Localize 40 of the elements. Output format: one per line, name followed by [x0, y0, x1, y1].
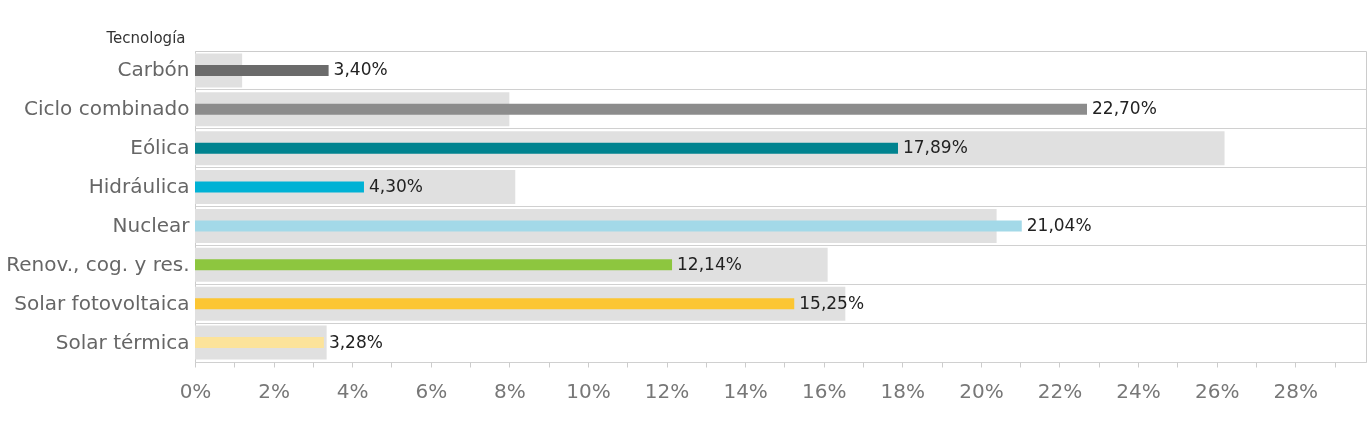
- data-label: 3,28%: [328, 331, 383, 352]
- x-tick-label: 8%: [494, 378, 526, 403]
- x-tick-label: 22%: [1037, 378, 1083, 403]
- bar: [195, 64, 329, 76]
- y-axis-title: Tecnología: [105, 28, 186, 47]
- x-tick-label: 20%: [959, 378, 1004, 403]
- y-tick-label: Renov., cog. y res.: [6, 251, 190, 276]
- y-tick-label: Eólica: [130, 135, 190, 160]
- y-tick-label: Solar térmica: [55, 329, 190, 354]
- x-tick-label: 6%: [415, 378, 448, 403]
- x-tick-label: 28%: [1273, 378, 1318, 403]
- x-tick-label: 24%: [1116, 378, 1161, 403]
- data-label: 12,14%: [677, 253, 742, 274]
- bar: [195, 337, 324, 349]
- x-tick-label: 18%: [880, 378, 926, 403]
- x-tick-label: 26%: [1194, 378, 1240, 403]
- data-label: 4,30%: [368, 176, 423, 197]
- x-tick-label: 2%: [258, 378, 290, 403]
- data-label: 3,40%: [333, 59, 388, 80]
- x-tick-label: 16%: [802, 378, 847, 403]
- y-tick-label: Nuclear: [112, 212, 191, 237]
- y-tick-label: Carbón: [117, 57, 190, 82]
- bar: [195, 298, 795, 310]
- bar: [195, 142, 898, 154]
- data-label: 22,70%: [1092, 98, 1157, 119]
- data-label: 15,25%: [799, 292, 865, 313]
- bar: [195, 103, 1087, 115]
- y-tick-label: Ciclo combinado: [24, 96, 190, 121]
- x-tick-label: 0%: [179, 378, 212, 403]
- x-tick-label: 10%: [566, 378, 611, 403]
- data-label: 21,04%: [1026, 214, 1092, 235]
- bar: [195, 259, 673, 271]
- x-tick-label: 12%: [644, 378, 690, 403]
- x-tick-label: 4%: [336, 378, 369, 403]
- data-label: 17,89%: [902, 137, 968, 158]
- y-tick-label: Hidráulica: [88, 174, 190, 199]
- bar: [195, 181, 364, 193]
- y-tick-label: Solar fotovoltaica: [14, 290, 190, 315]
- bar: [195, 220, 1022, 232]
- x-tick-label: 14%: [723, 378, 768, 403]
